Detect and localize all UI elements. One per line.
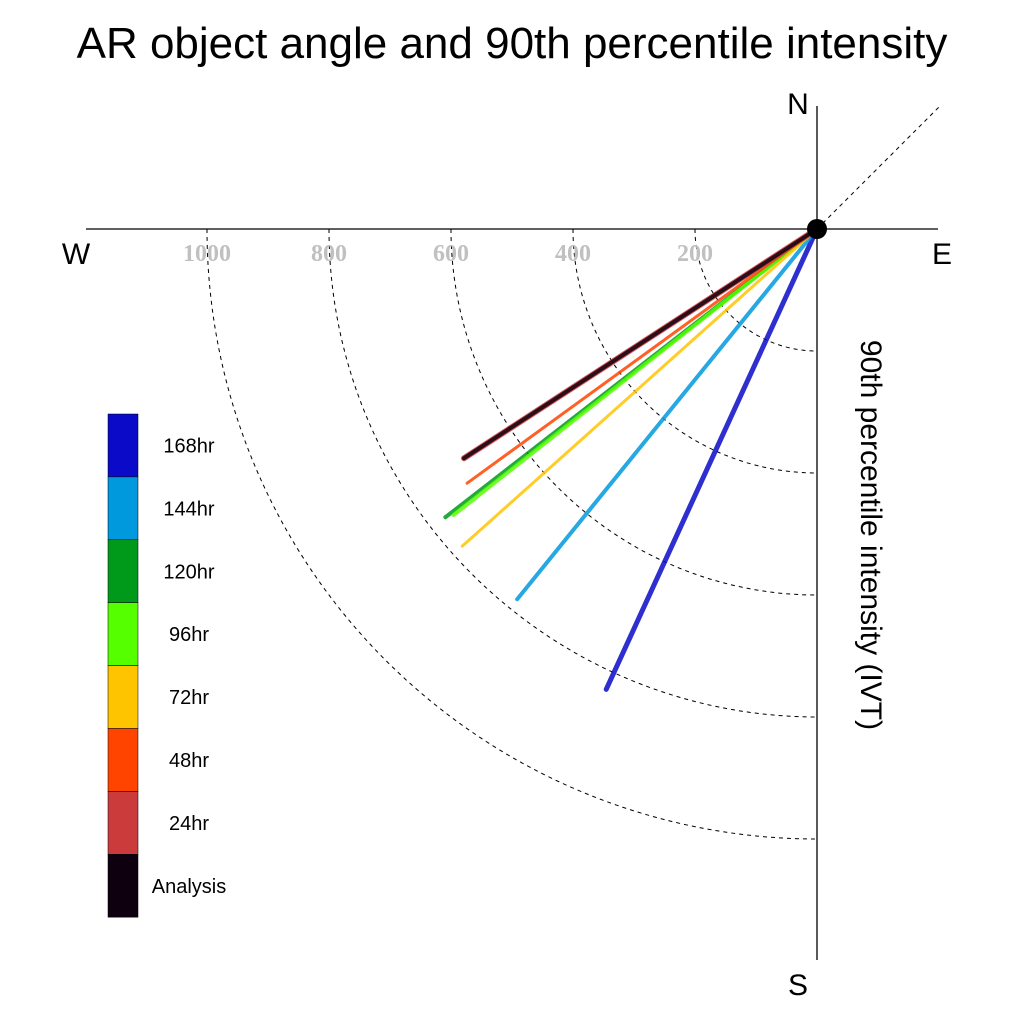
legend-label-72hr: 72hr bbox=[169, 687, 209, 709]
legend-swatch-72hr bbox=[107, 665, 139, 729]
legend-swatch-96hr bbox=[107, 602, 139, 666]
legend-label-168hr: 168hr bbox=[163, 435, 214, 457]
legend-label-48hr: 48hr bbox=[169, 750, 209, 772]
series-vectors bbox=[443, 226, 820, 692]
legend-label-96hr: 96hr bbox=[169, 624, 209, 646]
legend-swatch-24hr bbox=[107, 791, 139, 855]
tick-label-1000: 1000 bbox=[183, 241, 231, 267]
legend-swatch-analysis bbox=[107, 854, 139, 918]
grid-arc-600 bbox=[450, 228, 818, 596]
series-line-72hr bbox=[460, 227, 819, 548]
legend-label-24hr: 24hr bbox=[169, 813, 209, 835]
north-label: N bbox=[787, 88, 809, 121]
tick-label-800: 800 bbox=[311, 241, 347, 267]
series-line-48hr bbox=[465, 227, 819, 485]
grid-arc-1000 bbox=[206, 228, 818, 840]
diagonal-reference-line bbox=[816, 105, 941, 230]
grid-arc-200 bbox=[694, 228, 818, 352]
east-label: E bbox=[932, 238, 952, 271]
series-line-144hr bbox=[515, 227, 819, 602]
legend: 168hr 144hr 120hr 96hr 72hr 48hr 24hr Analysis bbox=[107, 413, 226, 918]
tick-label-600: 600 bbox=[433, 241, 469, 267]
series-line-analysis bbox=[462, 227, 819, 461]
legend-label-120hr: 120hr bbox=[163, 561, 214, 583]
grid-arc-800 bbox=[328, 228, 818, 718]
radial-tick-labels: 200 400 600 800 1000 bbox=[183, 241, 713, 267]
legend-label-analysis: Analysis bbox=[152, 876, 226, 898]
radial-grid bbox=[206, 228, 818, 840]
tick-label-200: 200 bbox=[677, 241, 713, 267]
west-label: W bbox=[62, 238, 91, 271]
legend-label-144hr: 144hr bbox=[163, 498, 214, 520]
legend-swatch-48hr bbox=[107, 728, 139, 792]
south-label: S bbox=[788, 969, 808, 1002]
legend-swatch-144hr bbox=[107, 476, 139, 541]
legend-swatch-120hr bbox=[107, 539, 139, 603]
y-axis-label: 90th percentile intensity (IVT) bbox=[854, 340, 887, 730]
chart-title: AR object angle and 90th percentile inte… bbox=[77, 19, 948, 68]
series-line-168hr bbox=[603, 226, 820, 692]
origin-marker bbox=[807, 219, 827, 239]
legend-swatch-168hr bbox=[107, 413, 139, 478]
tick-label-400: 400 bbox=[555, 241, 591, 267]
series-line-96hr bbox=[451, 227, 819, 517]
